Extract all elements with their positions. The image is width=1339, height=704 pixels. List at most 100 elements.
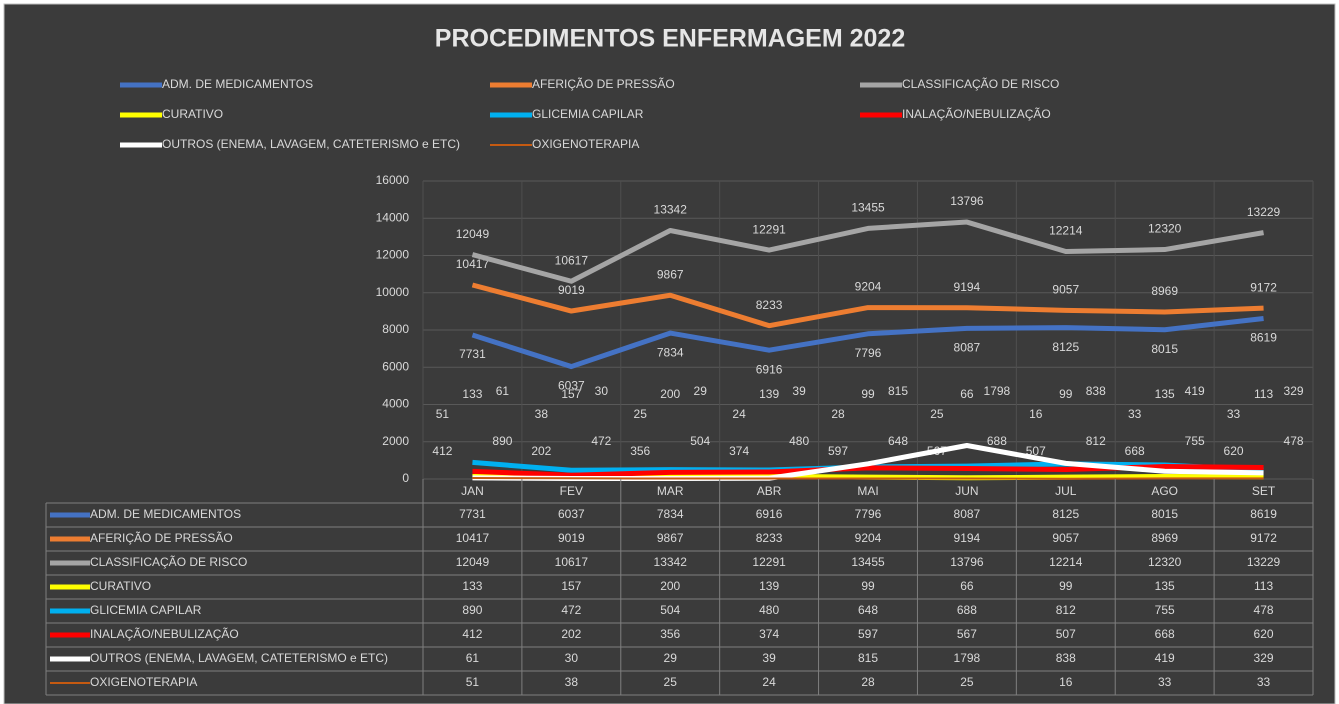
table-cell: 33 [1158,675,1172,689]
table-cell: 815 [858,651,878,665]
table-row-label: GLICEMIA CAPILAR [90,603,202,617]
data-label: 10417 [456,257,490,271]
table-cell: 890 [462,603,482,617]
data-label: 157 [561,387,581,401]
table-row-label: CLASSIFICAÇÃO DE RISCO [90,555,247,569]
table-row-label: ADM. DE MEDICAMENTOS [90,507,241,521]
data-label: 28 [831,407,845,421]
table-cell: 6037 [558,507,585,521]
data-label: 10617 [555,253,589,267]
data-label: 812 [1086,434,1106,448]
data-label: 61 [496,384,510,398]
data-label: 99 [1059,387,1073,401]
data-label: 9172 [1250,280,1277,294]
legend-label: INALAÇÃO/NEBULIZAÇÃO [902,107,1051,121]
data-label: 9867 [657,267,684,281]
data-label: 33 [1227,407,1241,421]
data-label: 9194 [954,280,981,294]
x-tick-label: JUL [1055,484,1077,498]
legend-label: OUTROS (ENEMA, LAVAGEM, CATETERISMO e ET… [162,137,460,151]
data-label: 202 [531,444,551,458]
data-label: 9057 [1052,282,1079,296]
table-cell: 9867 [657,531,684,545]
table-cell: 8087 [954,507,981,521]
table-cell: 12214 [1049,555,1083,569]
y-tick-label: 4000 [382,397,409,411]
table-cell: 113 [1254,579,1273,593]
table-cell: 478 [1254,603,1274,617]
table-cell: 7796 [855,507,882,521]
table-cell: 412 [462,627,482,641]
table-cell: 66 [960,579,974,593]
data-label: 8087 [954,341,981,355]
data-label: 133 [462,387,482,401]
data-label: 620 [1224,444,1244,458]
data-label: 12214 [1049,224,1083,238]
table-cell: 135 [1155,579,1175,593]
series-line [472,477,1264,480]
data-label: 66 [960,387,974,401]
data-label: 8969 [1151,284,1178,298]
data-label: 755 [1185,434,1205,448]
data-label: 38 [535,407,549,421]
table-cell: 507 [1056,627,1076,641]
table-cell: 8125 [1052,507,1079,521]
table-cell: 8969 [1151,531,1178,545]
table-cell: 51 [466,675,480,689]
table-cell: 374 [759,627,779,641]
y-tick-label: 12000 [376,248,410,262]
table-cell: 139 [759,579,779,593]
data-label: 9019 [558,283,585,297]
x-tick-label: AGO [1151,484,1178,498]
table-cell: 620 [1254,627,1274,641]
data-label: 99 [861,387,875,401]
data-label: 135 [1155,387,1175,401]
data-label: 7796 [855,346,882,360]
y-tick-label: 16000 [376,173,410,187]
x-tick-label: JAN [461,484,484,498]
table-cell: 9019 [558,531,585,545]
data-label: 139 [759,387,779,401]
data-label: 7834 [657,345,684,359]
table-row-label: INALAÇÃO/NEBULIZAÇÃO [90,627,239,641]
data-label: 838 [1086,384,1106,398]
table-cell: 8015 [1151,507,1178,521]
data-label: 12320 [1148,222,1182,236]
table-cell: 838 [1056,651,1076,665]
data-label: 356 [630,444,650,458]
table-cell: 38 [565,675,579,689]
data-label: 688 [987,434,1007,448]
table-cell: 12291 [752,555,786,569]
table-cell: 480 [759,603,779,617]
table-cell: 13342 [654,555,688,569]
data-label: 12049 [456,227,490,241]
data-label: 7731 [459,347,486,361]
data-label: 472 [591,434,611,448]
table-cell: 668 [1155,627,1175,641]
table-cell: 25 [960,675,974,689]
table-cell: 755 [1155,603,1175,617]
data-label: 597 [828,444,848,458]
table-cell: 6916 [756,507,783,521]
data-label: 504 [690,434,710,448]
table-cell: 9194 [954,531,981,545]
data-label: 374 [729,444,749,458]
data-label: 412 [432,444,452,458]
table-cell: 9057 [1052,531,1079,545]
table-cell: 812 [1056,603,1076,617]
data-label: 25 [634,407,648,421]
table-row-label: AFERIÇÃO DE PRESSÃO [90,531,233,545]
data-label: 16 [1029,407,1043,421]
y-tick-label: 8000 [382,322,409,336]
x-tick-label: ABR [757,484,782,498]
series-line [471,315,1264,370]
table-cell: 688 [957,603,977,617]
table-cell: 28 [861,675,875,689]
table-cell: 12320 [1148,555,1182,569]
data-label: 478 [1284,434,1304,448]
x-tick-label: MAI [857,484,878,498]
table-cell: 419 [1155,651,1175,665]
table-cell: 13455 [851,555,885,569]
data-label: 39 [792,384,806,398]
table-cell: 472 [561,603,581,617]
